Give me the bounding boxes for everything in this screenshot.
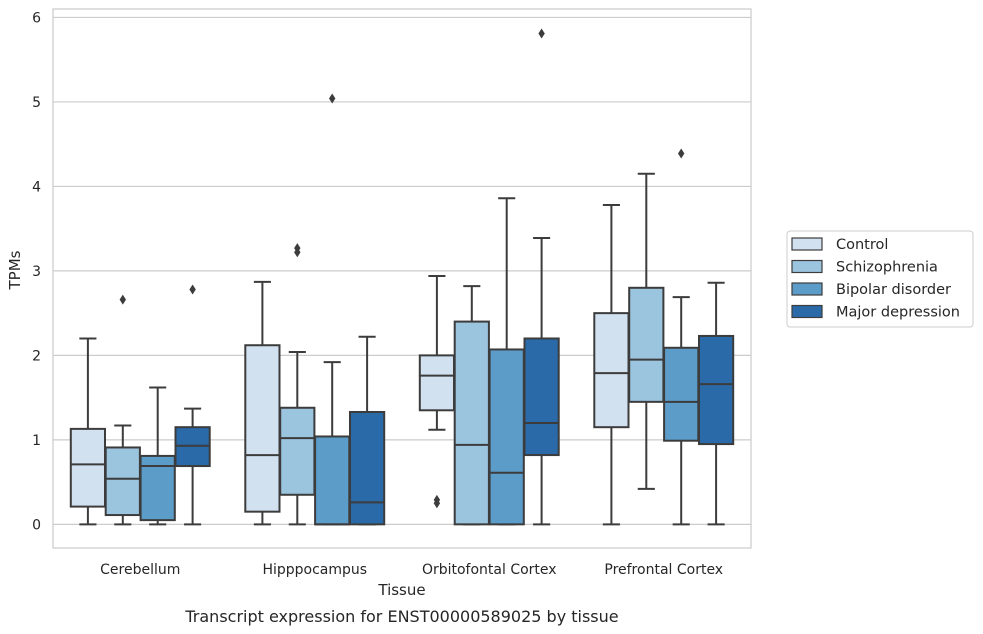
box-iqr	[348, 410, 386, 526]
chart-caption: Transcript expression for ENST0000058902…	[184, 607, 618, 626]
box-iqr	[593, 312, 630, 429]
legend-frame	[786, 230, 974, 328]
box-bipolar-disorder	[314, 93, 351, 526]
y-tick-label: 2	[32, 348, 41, 364]
box-control	[69, 337, 107, 526]
box-schizophrenia	[279, 243, 316, 526]
box-iqr	[628, 286, 665, 403]
outlier-point	[678, 148, 685, 159]
box-iqr	[453, 320, 490, 526]
box-iqr	[244, 344, 281, 513]
box-iqr	[663, 346, 700, 442]
y-tick-label: 4	[32, 179, 41, 195]
y-tick-label: 6	[32, 10, 41, 26]
box-major-depression	[348, 335, 386, 526]
x-tick-labels: Cerebellum Hipppocampus Orbitofontal Corte…	[100, 562, 723, 578]
box-iqr	[523, 337, 560, 457]
box-iqr	[69, 427, 107, 508]
x-tick-label: Prefrontal Cortex	[604, 562, 723, 578]
box-major-depression	[174, 284, 211, 526]
outlier-point	[433, 494, 441, 505]
legend-label: Bipolar disorder	[836, 282, 951, 298]
box-iqr	[418, 354, 456, 412]
box-major-depression	[523, 28, 560, 526]
y-tick-label: 5	[32, 95, 41, 111]
legend-swatch	[791, 304, 823, 319]
box-iqr	[488, 348, 525, 526]
box-iqr	[104, 446, 141, 517]
box-schizophrenia	[453, 285, 490, 526]
y-tick-labels: 0 1 2 3 4 5 6	[32, 10, 41, 533]
x-tick-label: Hipppocampus	[262, 562, 367, 578]
box-schizophrenia	[104, 294, 141, 526]
x-axis-label: Tissue	[377, 581, 425, 599]
y-tick-label: 0	[32, 517, 41, 533]
y-axis-label: TPMs	[6, 250, 24, 290]
box-schizophrenia	[628, 172, 665, 490]
x-tick-label: Orbitofontal Cortex	[422, 562, 557, 578]
box-bipolar-disorder	[139, 386, 176, 526]
box-control	[418, 274, 456, 509]
x-tick-label: Cerebellum	[100, 562, 180, 578]
y-tick-label: 3	[32, 264, 41, 280]
legend: Control Schizophrenia Bipolar disorder Majo…	[786, 230, 974, 328]
y-tick-label: 1	[32, 433, 41, 449]
box-iqr	[697, 334, 735, 446]
outlier-point	[189, 284, 196, 295]
box-iqr	[314, 435, 351, 526]
box-major-depression	[697, 281, 735, 526]
box-bipolar-disorder	[488, 197, 525, 526]
box-bipolar-disorder	[663, 148, 700, 526]
legend-swatch	[791, 237, 823, 251]
legend-label: Schizophrenia	[836, 260, 938, 276]
gridlines	[53, 16, 751, 525]
outlier-point	[538, 28, 545, 39]
outlier-point	[119, 294, 126, 305]
boxplots	[69, 28, 735, 526]
legend-swatch	[791, 282, 823, 296]
outlier-point	[294, 243, 301, 254]
legend-label: Major depression	[836, 305, 960, 321]
box-iqr	[279, 406, 316, 496]
box-control	[244, 280, 281, 526]
legend-label: Control	[836, 237, 888, 253]
legend-swatch	[791, 259, 823, 274]
outlier-point	[329, 93, 336, 104]
plot-frame	[52, 8, 752, 549]
box-control	[593, 204, 630, 526]
